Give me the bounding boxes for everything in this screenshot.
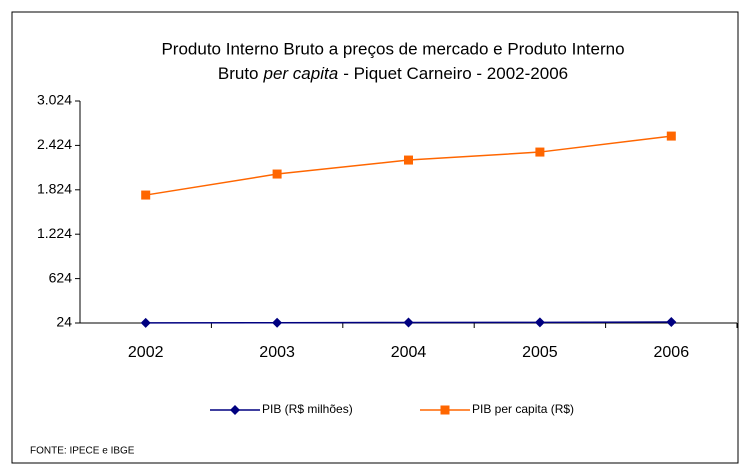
chart-frame xyxy=(11,11,739,464)
chart-title: Produto Interno Bruto a preços de mercad… xyxy=(161,39,624,58)
y-tick-label: 1.224 xyxy=(37,225,72,241)
legend-marker xyxy=(440,405,450,415)
data-point xyxy=(666,131,676,141)
legend-label: PIB per capita (R$) xyxy=(472,402,574,416)
x-tick-label: 2004 xyxy=(391,344,427,361)
data-point xyxy=(141,190,151,200)
data-point xyxy=(534,317,545,328)
data-point xyxy=(403,317,414,328)
x-tick-label: 2002 xyxy=(128,344,164,361)
y-tick-label: 2.424 xyxy=(37,136,72,152)
data-point xyxy=(272,169,282,179)
x-tick-label: 2006 xyxy=(654,344,690,361)
y-tick-label: 24 xyxy=(56,314,72,330)
data-point xyxy=(272,317,283,328)
chart-title: Bruto per capita - Piquet Carneiro - 2002-… xyxy=(218,64,568,83)
y-tick-label: 1.824 xyxy=(37,181,72,197)
chart-title-part: per capita xyxy=(263,64,339,83)
legend-label: PIB (R$ milhões) xyxy=(262,402,353,416)
chart-title-part: - Piquet Carneiro - 2002-2006 xyxy=(343,64,568,83)
data-point xyxy=(666,317,677,328)
x-tick-label: 2003 xyxy=(259,344,295,361)
chart-title-part: Bruto xyxy=(218,64,259,83)
data-point xyxy=(535,147,545,157)
data-point xyxy=(140,317,151,328)
data-point xyxy=(404,155,413,165)
source-note: FONTE: IPECE e IBGE xyxy=(30,446,135,457)
y-tick-label: 624 xyxy=(49,269,73,285)
x-tick-label: 2005 xyxy=(522,344,558,361)
y-tick-label: 3.024 xyxy=(37,92,72,108)
legend-marker xyxy=(230,405,240,415)
